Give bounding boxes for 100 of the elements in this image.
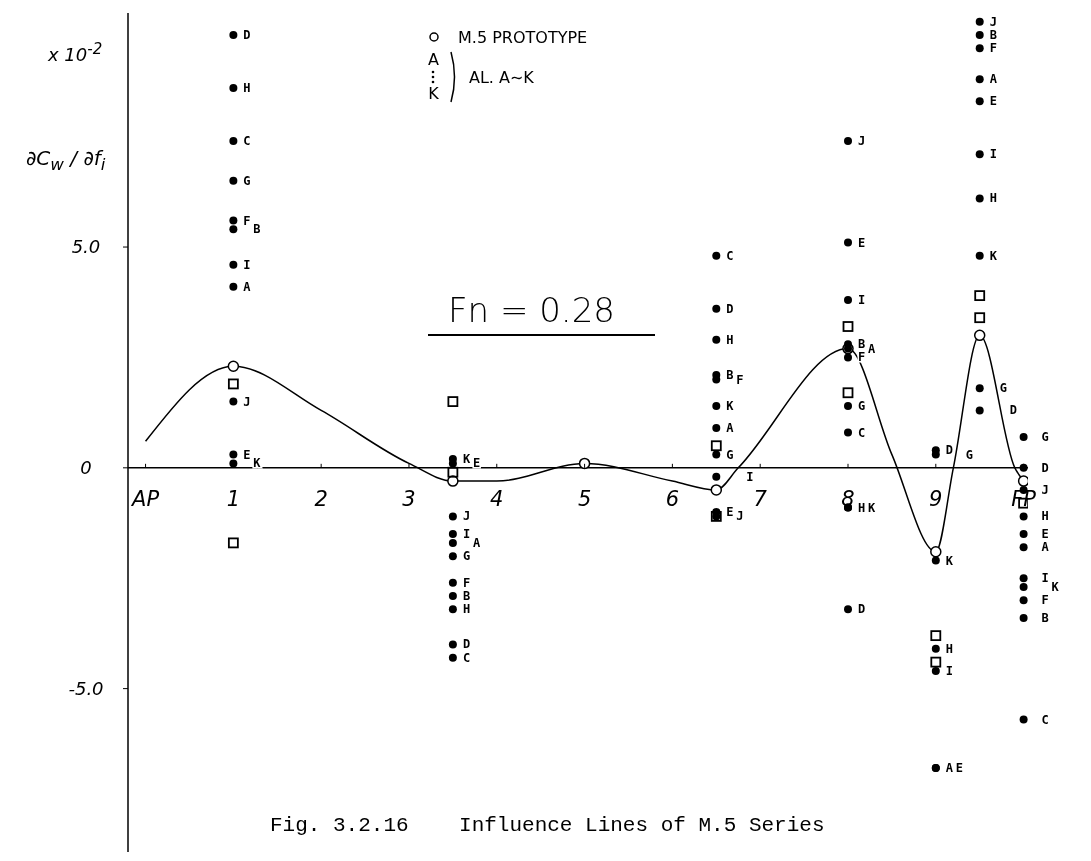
series-label: J bbox=[243, 394, 251, 409]
text: H bbox=[858, 500, 866, 515]
text: G bbox=[1041, 429, 1049, 444]
point bbox=[844, 296, 852, 305]
x-tick-label: 1 bbox=[226, 486, 241, 511]
text: B bbox=[989, 28, 997, 43]
point bbox=[229, 137, 238, 146]
point bbox=[448, 530, 457, 539]
point bbox=[975, 44, 984, 53]
point bbox=[844, 402, 852, 411]
text: I bbox=[746, 469, 754, 484]
legend-title: AL. A∼K bbox=[468, 67, 534, 87]
series-label: I bbox=[945, 663, 954, 678]
point bbox=[448, 538, 457, 547]
series-label: B bbox=[462, 588, 471, 603]
text: C bbox=[462, 650, 471, 665]
point bbox=[229, 216, 238, 225]
text: G bbox=[726, 447, 734, 462]
point bbox=[448, 653, 457, 662]
text: A bbox=[1041, 540, 1049, 555]
point bbox=[448, 591, 457, 600]
point bbox=[229, 459, 238, 468]
point bbox=[842, 387, 854, 399]
text: K bbox=[1051, 580, 1059, 595]
text: D bbox=[243, 28, 251, 43]
x-tick-label: 3 bbox=[402, 486, 416, 511]
text: E bbox=[472, 456, 481, 471]
point bbox=[975, 97, 984, 106]
text: C bbox=[1041, 712, 1049, 727]
point bbox=[844, 238, 852, 247]
x-tick-label: 2 bbox=[314, 486, 328, 511]
point bbox=[930, 545, 942, 558]
text: D bbox=[1009, 403, 1017, 418]
text: F bbox=[989, 41, 997, 56]
text: C bbox=[726, 248, 734, 263]
text: E bbox=[858, 235, 866, 250]
text: I bbox=[1041, 571, 1049, 586]
point bbox=[712, 402, 721, 411]
point bbox=[229, 397, 238, 406]
text: x 10$^{-2}$ bbox=[48, 40, 103, 65]
point bbox=[931, 556, 940, 565]
text: A bbox=[472, 535, 481, 550]
point bbox=[712, 424, 721, 433]
x-tick-label: 9 bbox=[929, 486, 943, 511]
point bbox=[229, 225, 238, 234]
text: J bbox=[462, 509, 471, 524]
text: H bbox=[243, 81, 251, 96]
y-axis-title: ∂C$_{w}$ / ∂f$_{i}$ bbox=[26, 146, 106, 174]
text: J bbox=[989, 14, 997, 29]
point bbox=[227, 360, 240, 373]
text: B bbox=[253, 222, 261, 237]
text: K bbox=[989, 248, 997, 263]
point bbox=[1019, 596, 1028, 605]
point bbox=[447, 396, 459, 407]
point bbox=[710, 484, 723, 496]
text: A bbox=[243, 279, 251, 294]
text: H bbox=[726, 332, 734, 347]
text: A bbox=[726, 421, 734, 436]
series-label: D bbox=[945, 443, 954, 458]
point bbox=[931, 666, 940, 675]
text: D bbox=[726, 301, 734, 316]
text: D bbox=[462, 637, 471, 652]
point bbox=[710, 440, 722, 452]
text: I bbox=[462, 527, 471, 542]
text: G bbox=[462, 549, 471, 564]
x-tick-label: 5 bbox=[577, 486, 592, 511]
point bbox=[712, 450, 721, 459]
text: F bbox=[1041, 593, 1049, 608]
series-label: A bbox=[945, 761, 954, 776]
point bbox=[229, 31, 238, 40]
point bbox=[1019, 574, 1028, 583]
point bbox=[448, 605, 457, 614]
text: K bbox=[726, 399, 734, 414]
point bbox=[448, 455, 457, 463]
point bbox=[930, 656, 942, 668]
text: D bbox=[1041, 460, 1049, 475]
point bbox=[229, 282, 238, 291]
x-tick-label: 6 bbox=[665, 486, 680, 511]
y-tick-label: 5.0 bbox=[71, 236, 101, 258]
point bbox=[1019, 512, 1028, 521]
text: B bbox=[726, 368, 734, 383]
point bbox=[448, 578, 457, 587]
point bbox=[975, 17, 984, 26]
point bbox=[448, 512, 457, 521]
x-tick-label: AP bbox=[130, 486, 160, 511]
x-tick-label: 4 bbox=[490, 486, 504, 511]
point bbox=[844, 353, 852, 362]
series-label: E bbox=[243, 447, 251, 462]
point bbox=[1019, 432, 1028, 441]
text: C bbox=[858, 425, 866, 440]
series-label: C bbox=[243, 134, 251, 149]
text: D bbox=[858, 602, 866, 617]
point bbox=[448, 640, 457, 649]
text: F bbox=[858, 350, 866, 365]
point bbox=[931, 644, 940, 653]
text: I bbox=[858, 293, 866, 308]
text: H bbox=[989, 191, 997, 206]
text: Fig. 3.2.16 Influence Lines of M.5 Series bbox=[270, 814, 825, 837]
point bbox=[844, 137, 852, 146]
point bbox=[1019, 530, 1028, 539]
